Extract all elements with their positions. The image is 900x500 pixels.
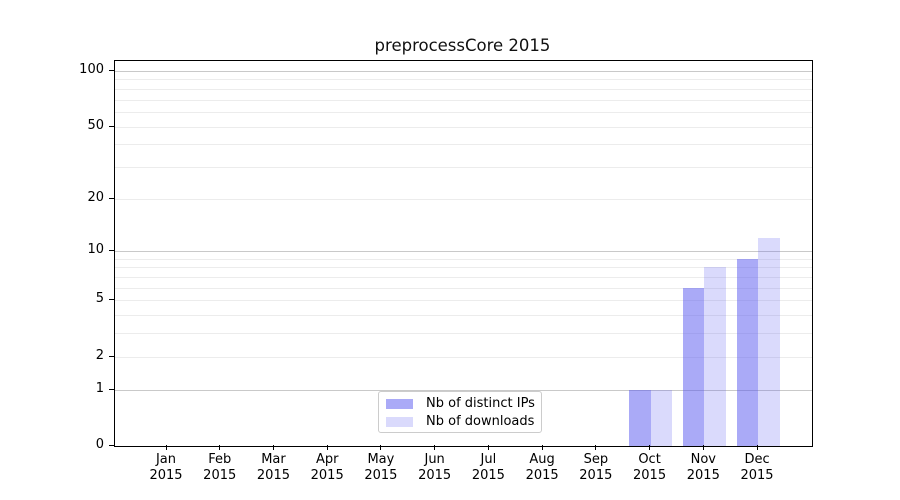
x-tick-label: Feb 2015 bbox=[203, 452, 237, 483]
minor-gridline bbox=[115, 111, 812, 113]
minor-gridline bbox=[115, 315, 812, 317]
x-tick-mark bbox=[219, 445, 221, 450]
y-tick-label: 5 bbox=[95, 291, 104, 307]
minor-gridline bbox=[115, 258, 812, 260]
y-tick-label: 100 bbox=[79, 61, 104, 77]
x-tick-mark bbox=[165, 445, 167, 450]
minor-gridline bbox=[115, 166, 812, 168]
bar bbox=[736, 258, 759, 446]
minor-gridline bbox=[115, 126, 812, 128]
legend-swatch bbox=[386, 398, 413, 410]
legend: Nb of distinct IPs Nb of downloads bbox=[378, 391, 542, 433]
x-tick-label: Aug 2015 bbox=[525, 452, 559, 483]
y-tick-label: 10 bbox=[87, 242, 104, 258]
minor-gridline bbox=[115, 99, 812, 101]
minor-gridline bbox=[115, 198, 812, 200]
bar bbox=[758, 237, 780, 446]
y-tick-label: 0 bbox=[95, 437, 104, 452]
x-tick-label: Nov 2015 bbox=[686, 452, 720, 483]
x-tick-label: Apr 2015 bbox=[310, 452, 344, 483]
legend-swatch bbox=[386, 416, 413, 428]
minor-gridline bbox=[115, 287, 812, 289]
x-tick-label: Mar 2015 bbox=[256, 452, 290, 483]
y-tick-mark bbox=[109, 69, 114, 71]
legend-label: Nb of downloads bbox=[426, 414, 535, 429]
legend-label: Nb of distinct IPs bbox=[426, 396, 535, 411]
y-tick-label: 20 bbox=[87, 189, 104, 205]
minor-gridline bbox=[115, 88, 812, 90]
x-tick-mark bbox=[756, 445, 758, 450]
x-tick-mark bbox=[272, 445, 274, 450]
y-tick-mark bbox=[109, 445, 114, 446]
minor-gridline bbox=[115, 300, 812, 302]
y-tick-mark bbox=[109, 355, 114, 357]
plot-area bbox=[114, 60, 813, 447]
major-gridline bbox=[115, 251, 812, 253]
y-tick-mark bbox=[109, 388, 114, 390]
x-tick-mark bbox=[649, 445, 651, 450]
minor-gridline bbox=[115, 144, 812, 146]
legend-entry: Nb of distinct IPs bbox=[379, 395, 541, 413]
x-tick-label: Oct 2015 bbox=[633, 452, 667, 483]
x-tick-mark bbox=[487, 445, 489, 450]
minor-gridline bbox=[115, 356, 812, 358]
x-tick-label: Jan 2015 bbox=[149, 452, 183, 483]
bar bbox=[650, 389, 673, 446]
x-tick-mark bbox=[595, 445, 597, 450]
bar bbox=[629, 389, 651, 446]
x-tick-label: Dec 2015 bbox=[740, 452, 774, 483]
y-tick-mark bbox=[109, 125, 114, 127]
x-tick-mark bbox=[326, 445, 328, 450]
x-tick-mark bbox=[434, 445, 436, 450]
x-tick-mark bbox=[380, 445, 382, 450]
y-tick-label: 50 bbox=[87, 117, 104, 133]
y-tick-label: 1 bbox=[95, 380, 104, 396]
bar bbox=[682, 287, 705, 446]
y-tick-mark bbox=[109, 250, 114, 252]
x-tick-label: Sep 2015 bbox=[579, 452, 613, 483]
major-gridline bbox=[115, 70, 812, 72]
minor-gridline bbox=[115, 79, 812, 81]
legend-entry: Nb of downloads bbox=[379, 413, 541, 431]
x-tick-label: Jun 2015 bbox=[418, 452, 452, 483]
chart-title: preprocessCore 2015 bbox=[374, 36, 551, 55]
y-tick-mark bbox=[109, 299, 114, 301]
x-tick-label: Jul 2015 bbox=[471, 452, 505, 483]
minor-gridline bbox=[115, 267, 812, 269]
x-tick-mark bbox=[702, 445, 704, 450]
x-tick-mark bbox=[541, 445, 543, 450]
minor-gridline bbox=[115, 277, 812, 279]
x-tick-label: May 2015 bbox=[364, 452, 398, 483]
y-tick-label: 2 bbox=[95, 347, 104, 363]
minor-gridline bbox=[115, 333, 812, 335]
major-gridline bbox=[115, 389, 812, 391]
y-tick-mark bbox=[109, 197, 114, 199]
bar bbox=[704, 267, 726, 446]
